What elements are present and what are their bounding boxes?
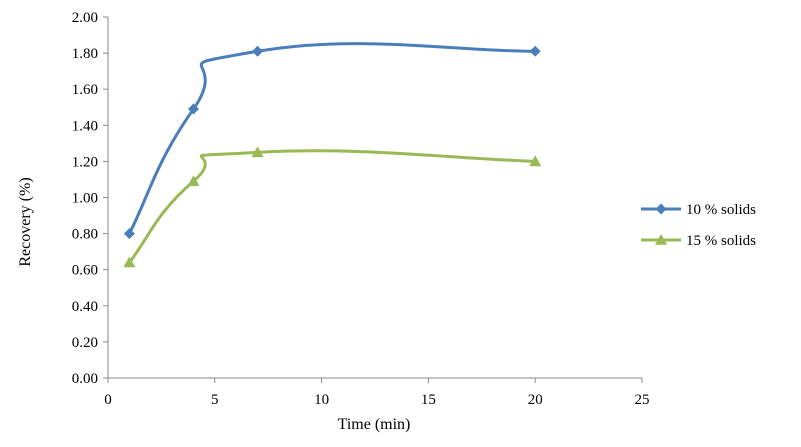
series-1 (123, 42, 541, 240)
y-tick-label: 2.00 (72, 10, 98, 26)
data-point-marker (529, 155, 542, 167)
x-tick-label: 20 (528, 392, 543, 408)
y-tick-label: 0.00 (72, 371, 98, 387)
x-tick-label: 0 (104, 392, 112, 408)
legend-label: 15 % solids (686, 233, 756, 249)
legend: 10 % solids 15 % solids (641, 202, 756, 249)
x-tick-label: 25 (635, 392, 650, 408)
y-tick-label: 1.60 (72, 82, 98, 98)
legend-marker (655, 203, 667, 215)
y-ticks: 0.00 0.20 0.40 0.60 0.80 1.00 1.20 1.40 1.60 1.80… (72, 10, 108, 387)
y-tick-label: 0.40 (72, 299, 98, 315)
legend-label: 10 % solids (686, 202, 756, 218)
legend-marker (655, 234, 667, 245)
axes (107, 17, 642, 379)
data-point-marker (529, 45, 541, 57)
legend-item: 15 % solids (641, 233, 756, 249)
legend-item: 10 % solids (641, 202, 756, 218)
y-tick-label: 0.60 (72, 263, 98, 279)
series-2 (123, 146, 542, 268)
series-line (127, 42, 537, 236)
data-point-marker (187, 103, 199, 115)
data-point-marker (252, 45, 264, 57)
y-tick-label: 1.80 (72, 46, 98, 62)
x-ticks: 0 5 10 15 20 25 (104, 378, 650, 408)
x-axis-title: Time (min) (338, 416, 411, 433)
x-tick-label: 10 (314, 392, 329, 408)
y-tick-label: 1.40 (72, 118, 98, 134)
series-line (127, 149, 537, 264)
y-tick-label: 1.20 (72, 154, 98, 170)
data-point-marker (187, 175, 200, 187)
data-point-marker (123, 228, 135, 240)
y-tick-label: 1.00 (72, 191, 98, 207)
y-axis-title: Recovery (%) (17, 177, 34, 266)
x-tick-label: 15 (421, 392, 436, 408)
data-point-marker (251, 146, 264, 158)
y-tick-label: 0.80 (72, 227, 98, 243)
x-tick-label: 5 (211, 392, 219, 408)
data-point-marker (123, 256, 136, 268)
series-layer (123, 42, 542, 268)
y-tick-label: 0.20 (72, 335, 98, 351)
